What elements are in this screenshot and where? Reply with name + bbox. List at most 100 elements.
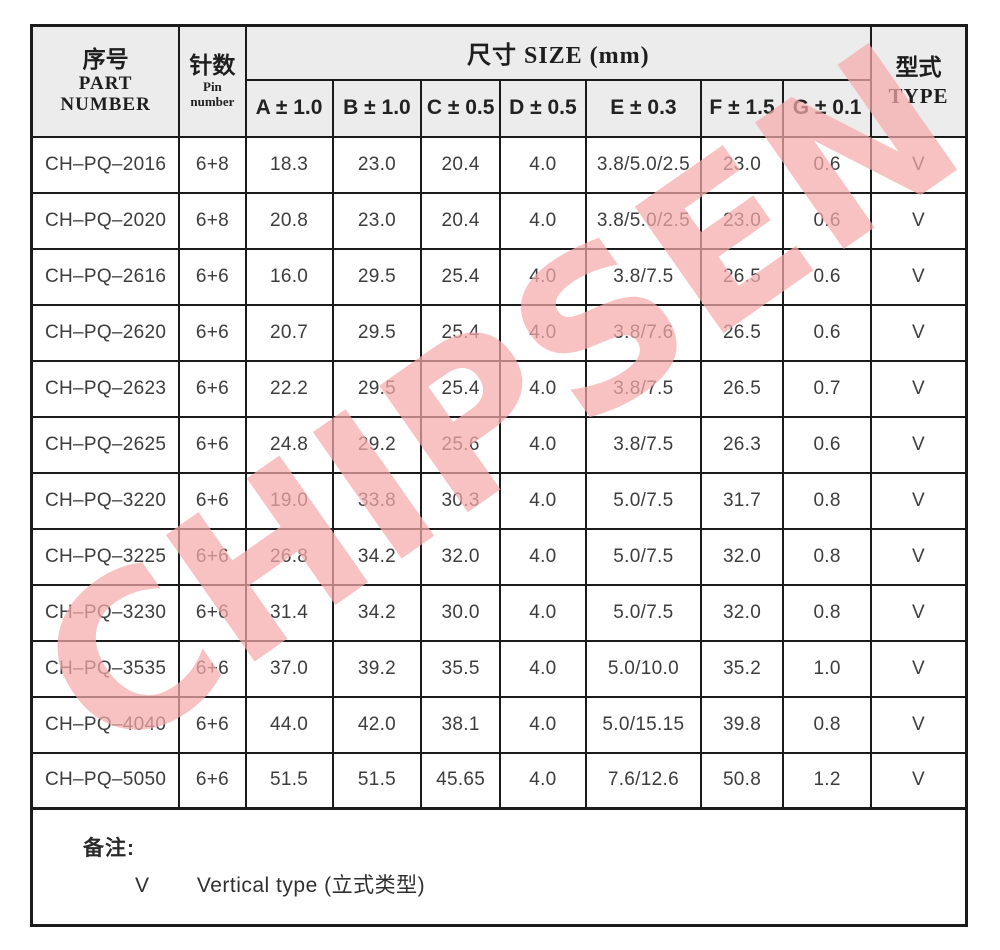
cell-dim-b: 29.5 xyxy=(331,303,423,362)
cell-dim-d: 4.0 xyxy=(498,359,587,418)
cell-type: V xyxy=(870,583,968,642)
cell-dim-e: 3.8/5.0/2.5 xyxy=(584,191,702,250)
cell-pin-number: 6+6 xyxy=(178,247,247,306)
cell-dim-a: 24.8 xyxy=(244,415,334,474)
cell-dim-d: 4.0 xyxy=(498,639,587,698)
cell-dim-a: 44.0 xyxy=(244,695,334,754)
dimension-header-row: A ± 1.0 B ± 1.0 C ± 0.5 D ± 0.5 E ± 0.3 F ± 1… xyxy=(32,78,967,138)
cell-dim-e: 3.8/7.5 xyxy=(584,415,702,474)
cell-dim-d: 4.0 xyxy=(498,135,587,194)
cell-dim-f: 39.8 xyxy=(699,695,785,754)
cell-type: V xyxy=(870,751,968,810)
spec-sheet: 序号 PART NUMBER 针数 Pin number 尺寸 SIZE (mm… xyxy=(30,24,968,927)
cell-dim-d: 4.0 xyxy=(498,471,587,530)
remarks-symbol: V xyxy=(135,874,150,897)
table-row: CH–PQ–2623 6+6 22.2 29.5 25.4 4.0 3.8/7.5 26.5 0… xyxy=(30,359,968,418)
cell-type: V xyxy=(870,415,968,474)
cell-dim-g: 0.7 xyxy=(782,359,873,418)
header-dim-g: G ± 0.1 xyxy=(782,78,873,138)
cell-part-number: CH–PQ–3230 xyxy=(30,583,181,642)
cell-dim-f: 23.0 xyxy=(699,135,785,194)
cell-dim-c: 45.65 xyxy=(420,751,501,810)
cell-type: V xyxy=(870,191,968,250)
remarks-line: V Vertical type (立式类型) xyxy=(83,869,965,899)
cell-part-number: CH–PQ–4040 xyxy=(30,695,181,754)
header-pin-en1: Pin xyxy=(203,78,222,94)
cell-dim-e: 3.8/5.0/2.5 xyxy=(584,135,702,194)
cell-dim-a: 20.7 xyxy=(244,303,334,362)
cell-dim-e: 5.0/7.5 xyxy=(584,527,702,586)
cell-dim-g: 0.6 xyxy=(782,135,873,194)
header-dim-f: F ± 1.5 xyxy=(699,78,785,138)
cell-dim-d: 4.0 xyxy=(498,191,587,250)
table-row: CH–PQ–5050 6+6 51.5 51.5 45.65 4.0 7.6/12.6 50.… xyxy=(30,751,968,810)
cell-pin-number: 6+6 xyxy=(178,639,247,698)
cell-type: V xyxy=(870,695,968,754)
cell-dim-b: 39.2 xyxy=(331,639,423,698)
cell-dim-a: 18.3 xyxy=(244,135,334,194)
cell-dim-c: 25.4 xyxy=(420,247,501,306)
cell-dim-a: 26.8 xyxy=(244,527,334,586)
table-row: CH–PQ–4040 6+6 44.0 42.0 38.1 4.0 5.0/15.15 39.… xyxy=(30,695,968,754)
header-part-number-zh: 序号 xyxy=(82,46,129,73)
cell-dim-c: 30.3 xyxy=(420,471,501,530)
table-row: CH–PQ–2616 6+6 16.0 29.5 25.4 4.0 3.8/7.5 26.5 0… xyxy=(30,247,968,306)
remarks-box: 备注: V Vertical type (立式类型) xyxy=(30,810,968,927)
cell-dim-e: 5.0/7.5 xyxy=(584,583,702,642)
cell-part-number: CH–PQ–3535 xyxy=(30,639,181,698)
cell-dim-d: 4.0 xyxy=(498,583,587,642)
cell-dim-b: 34.2 xyxy=(331,527,423,586)
table-row: CH–PQ–3230 6+6 31.4 34.2 30.0 4.0 5.0/7.5 32.0 0… xyxy=(30,583,968,642)
table-row: CH–PQ–2620 6+6 20.7 29.5 25.4 4.0 3.8/7.6 26.5 0… xyxy=(30,303,968,362)
header-dim-c: C ± 0.5 xyxy=(420,78,501,138)
cell-pin-number: 6+8 xyxy=(178,135,247,194)
cell-dim-a: 51.5 xyxy=(244,751,334,810)
cell-dim-c: 35.5 xyxy=(420,639,501,698)
cell-dim-c: 30.0 xyxy=(420,583,501,642)
cell-dim-c: 20.4 xyxy=(420,135,501,194)
cell-dim-f: 26.5 xyxy=(699,247,785,306)
cell-dim-a: 19.0 xyxy=(244,471,334,530)
cell-dim-g: 0.8 xyxy=(782,527,873,586)
cell-dim-e: 3.8/7.5 xyxy=(584,359,702,418)
header-pin-number: 针数 Pin number xyxy=(178,24,247,138)
cell-dim-f: 26.5 xyxy=(699,359,785,418)
cell-dim-b: 29.5 xyxy=(331,359,423,418)
table-body: CH–PQ–2016 6+8 18.3 23.0 20.4 4.0 3.8/5.0/2.5 2… xyxy=(30,135,968,810)
remarks-description: Vertical type (立式类型) xyxy=(196,874,426,897)
cell-dim-c: 32.0 xyxy=(420,527,501,586)
cell-dim-e: 3.8/7.6 xyxy=(584,303,702,362)
table-row: CH–PQ–3225 6+6 26.8 34.2 32.0 4.0 5.0/7.5 32.0 0… xyxy=(30,527,968,586)
header-dim-b: B ± 1.0 xyxy=(331,78,423,138)
cell-pin-number: 6+6 xyxy=(178,695,247,754)
cell-dim-g: 0.6 xyxy=(782,191,873,250)
header-dim-a: A ± 1.0 xyxy=(244,78,334,138)
cell-pin-number: 6+6 xyxy=(178,583,247,642)
header-type-zh: 型式 xyxy=(895,53,942,80)
header-pin-zh: 针数 xyxy=(189,52,236,79)
header-pin-en2: number xyxy=(190,94,235,110)
cell-dim-a: 22.2 xyxy=(244,359,334,418)
cell-dim-g: 0.6 xyxy=(782,247,873,306)
cell-type: V xyxy=(870,135,968,194)
spec-table: 序号 PART NUMBER 针数 Pin number 尺寸 SIZE (mm… xyxy=(30,24,968,810)
cell-dim-b: 34.2 xyxy=(331,583,423,642)
cell-dim-g: 1.2 xyxy=(782,751,873,810)
remarks-label: 备注: xyxy=(83,837,135,860)
cell-type: V xyxy=(870,471,968,530)
cell-dim-b: 42.0 xyxy=(331,695,423,754)
cell-dim-g: 1.0 xyxy=(782,639,873,698)
cell-dim-g: 0.8 xyxy=(782,583,873,642)
cell-part-number: CH–PQ–5050 xyxy=(30,751,181,810)
header-part-number-en2: NUMBER xyxy=(60,94,151,116)
cell-dim-b: 29.5 xyxy=(331,247,423,306)
cell-part-number: CH–PQ–3220 xyxy=(30,471,181,530)
cell-dim-c: 20.4 xyxy=(420,191,501,250)
cell-part-number: CH–PQ–3225 xyxy=(30,527,181,586)
table-header: 序号 PART NUMBER 针数 Pin number 尺寸 SIZE (mm… xyxy=(30,24,968,138)
cell-dim-b: 33.8 xyxy=(331,471,423,530)
cell-dim-a: 20.8 xyxy=(244,191,334,250)
cell-pin-number: 6+6 xyxy=(178,751,247,810)
cell-dim-g: 0.8 xyxy=(782,471,873,530)
header-part-number: 序号 PART NUMBER xyxy=(30,24,181,138)
